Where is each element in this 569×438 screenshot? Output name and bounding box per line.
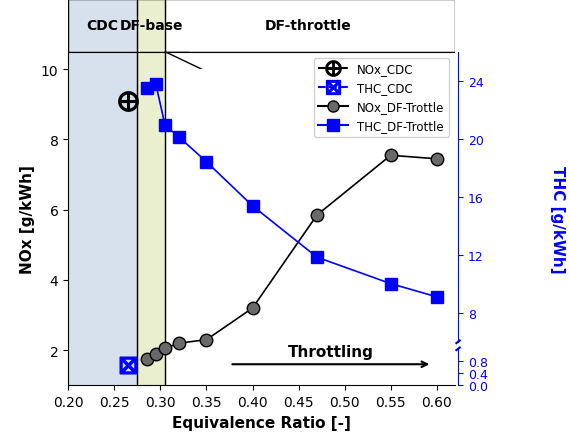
Y-axis label: NOx [g/kWh]: NOx [g/kWh] (20, 165, 35, 273)
THC_DF-Trottle (143, 87, 150, 92)
NOx_DF-Trottle (152, 351, 159, 357)
NOx_DF-Trottle (143, 357, 150, 362)
THC_DF-Trottle (434, 294, 440, 300)
THC_DF-Trottle (175, 135, 182, 140)
Bar (137, 0, 165, 53)
THC_DF-Trottle (314, 255, 320, 260)
Text: THC [g/kWh]: THC [g/kWh] (550, 165, 565, 273)
NOx_DF-Trottle (314, 213, 320, 218)
NOx_DF-Trottle (249, 306, 256, 311)
NOx_DF-Trottle (203, 337, 210, 343)
Text: DF-throttle: DF-throttle (265, 19, 351, 33)
THC_DF-Trottle (162, 123, 168, 128)
Text: CDC: CDC (86, 19, 118, 33)
Text: Throttling: Throttling (288, 344, 374, 359)
THC_DF-Trottle (203, 160, 210, 165)
THC_DF-Trottle (249, 204, 256, 209)
Legend: NOx_CDC, THC_CDC, NOx_DF-Trottle, THC_DF-Trottle: NOx_CDC, THC_CDC, NOx_DF-Trottle, THC_DF… (314, 58, 450, 138)
NOx_DF-Trottle (175, 341, 182, 346)
NOx_DF-Trottle (162, 346, 168, 351)
Text: DF-base: DF-base (119, 19, 183, 33)
Bar (137, 53, 165, 385)
Bar (68, 53, 137, 385)
NOx_DF-Trottle (434, 157, 440, 162)
Bar (68, 0, 137, 53)
THC_DF-Trottle (387, 281, 394, 286)
Line: THC_DF-Trottle: THC_DF-Trottle (141, 78, 443, 304)
NOx_DF-Trottle (387, 153, 394, 159)
Line: NOx_DF-Trottle: NOx_DF-Trottle (141, 150, 443, 365)
X-axis label: Equivalence Ratio [-]: Equivalence Ratio [-] (172, 415, 351, 430)
THC_DF-Trottle (152, 82, 159, 88)
